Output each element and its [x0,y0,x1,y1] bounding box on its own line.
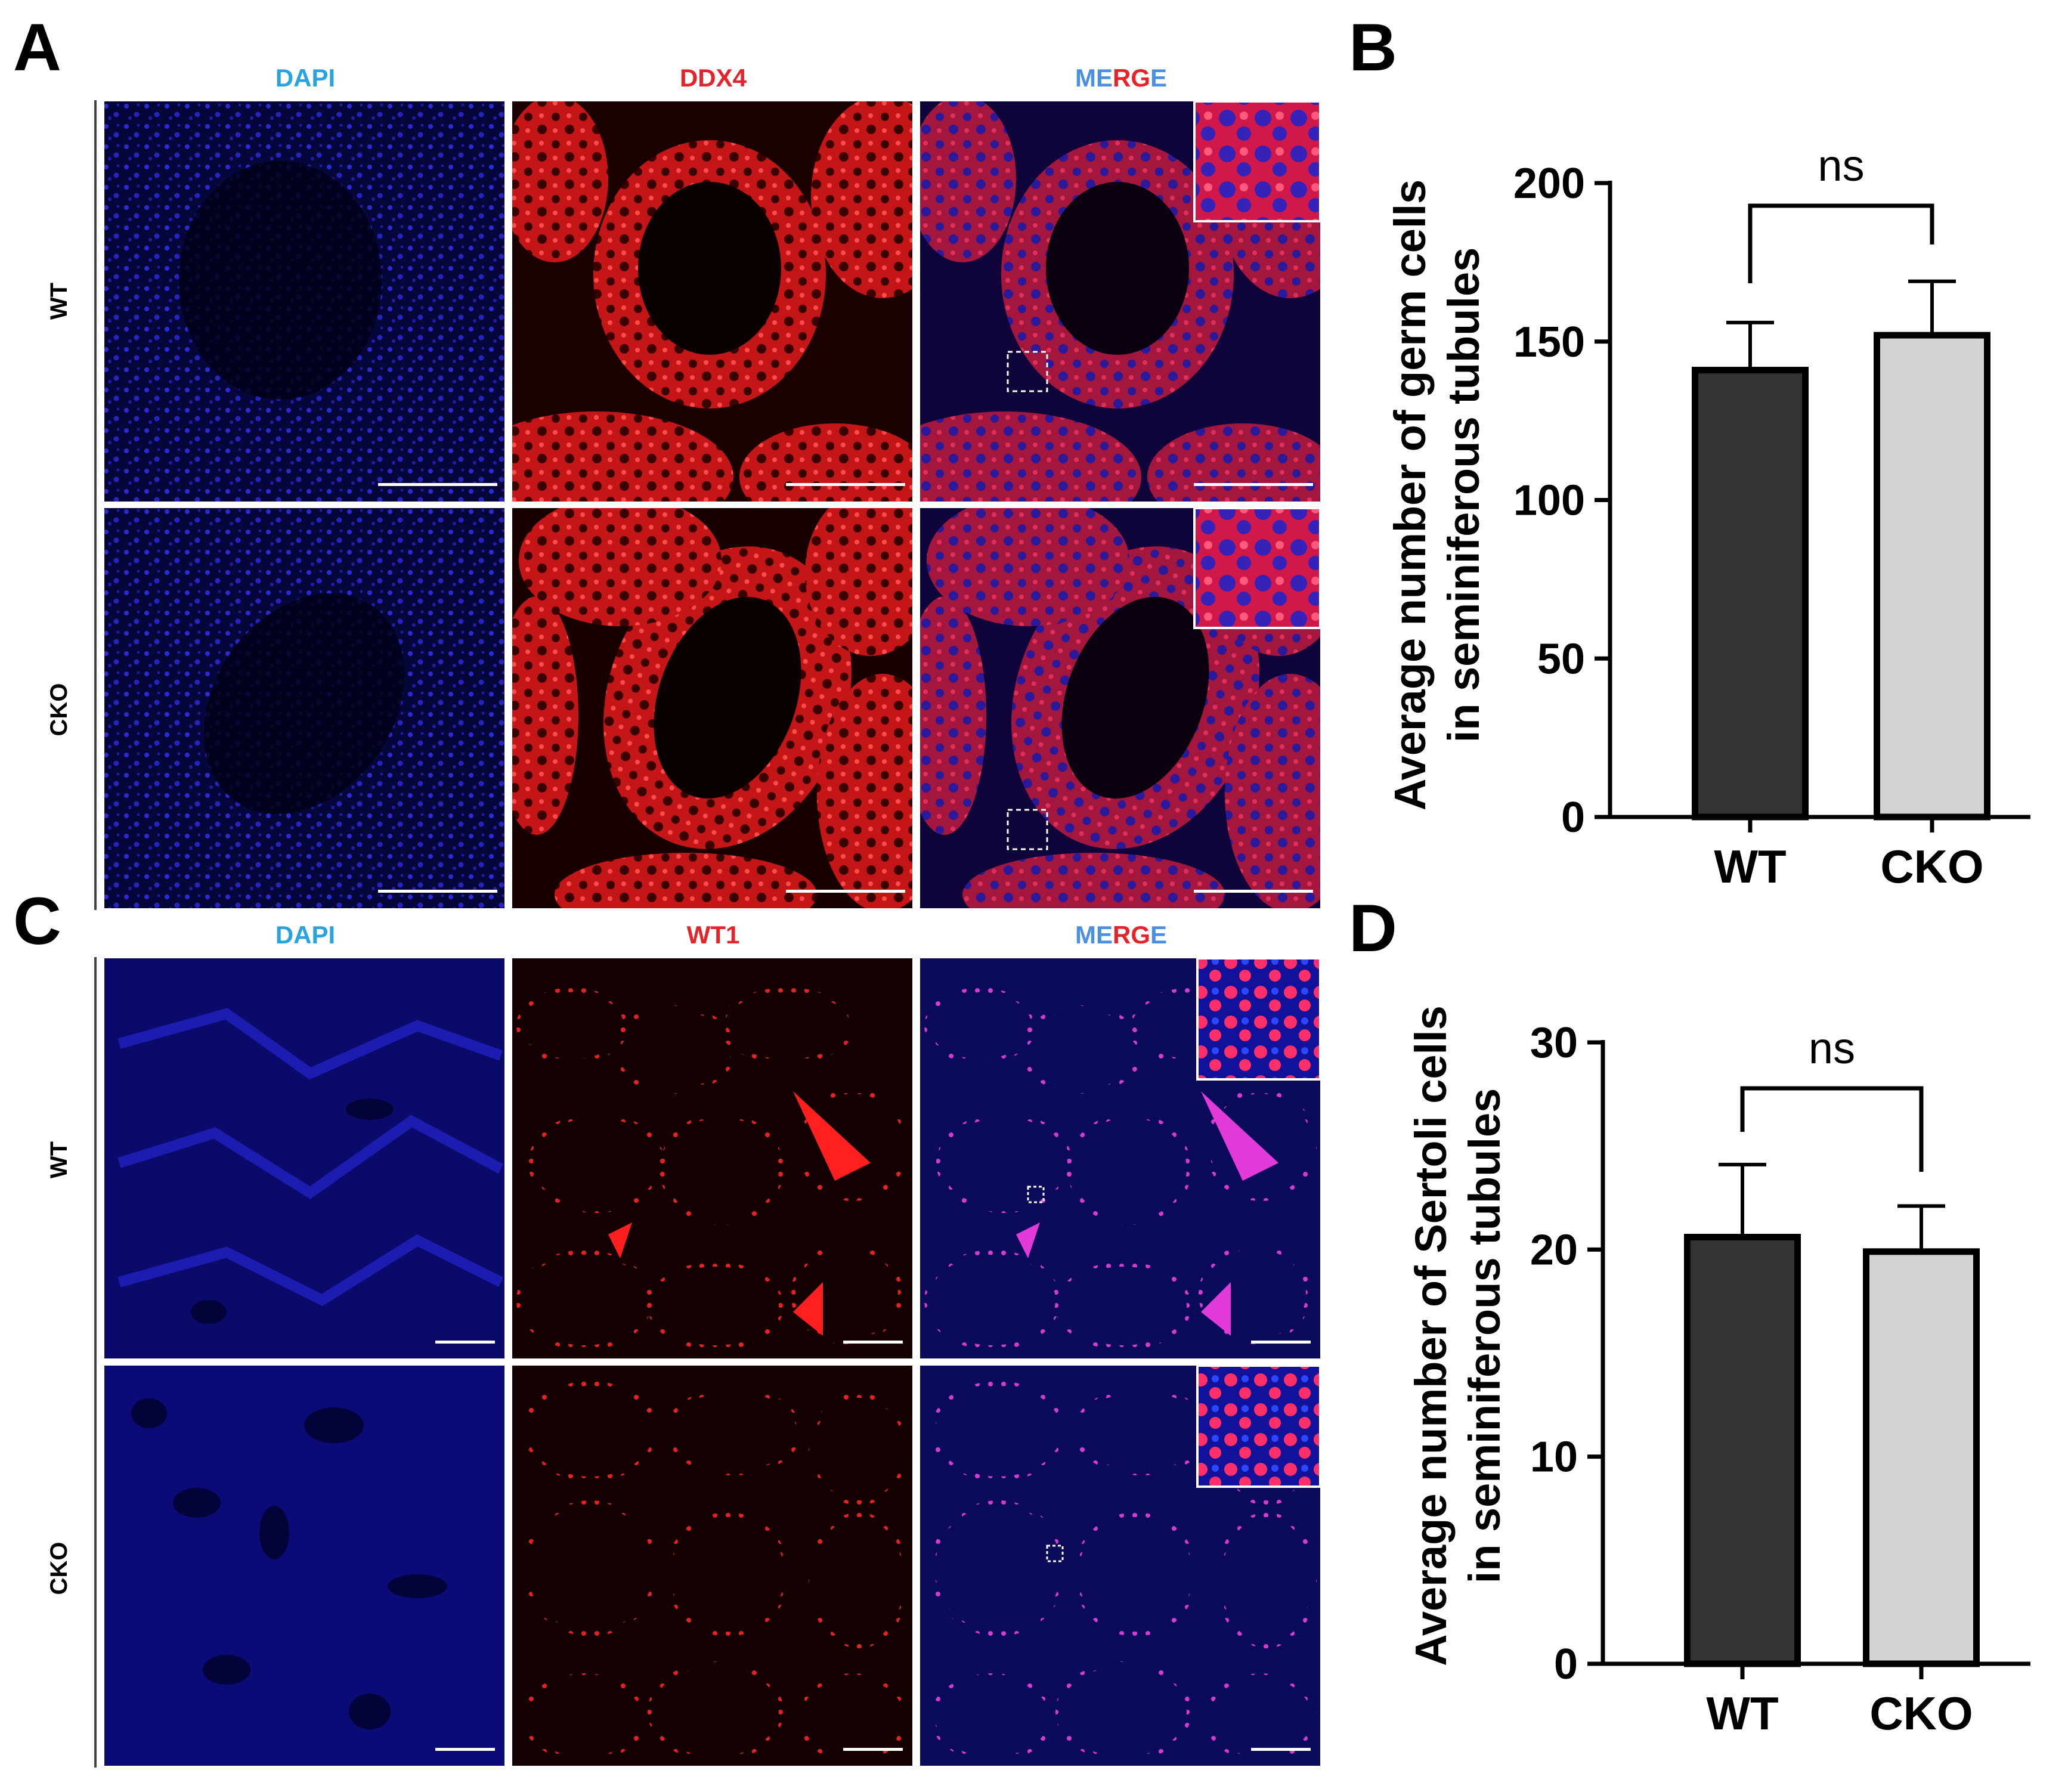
panel-d: D Average number of Sertoli cells in sem… [1349,891,2030,1740]
chart-d-ylabel-line1: Average number of Sertoli cells [1406,1005,1456,1666]
panel-a-row-wt: WT [46,283,72,320]
micrograph-c-cko-wt1 [512,1366,912,1766]
merge-letter: E [1096,921,1113,949]
panel-c-letter: C [13,884,61,958]
merge-letter: G [1131,921,1150,949]
merge-letter: R [1113,64,1131,92]
bar-wt [1684,1233,1801,1667]
x-tick-label: CKO [1880,840,1983,893]
x-tick-label: WT [1714,840,1786,893]
panel-a-col-merge: MERGE [1075,64,1167,92]
bar-cko [1863,1248,1980,1667]
panel-d-letter: D [1349,891,1397,965]
micrograph-c-cko-merge [920,1364,1321,1766]
merge-letter: E [1150,921,1167,949]
x-tick-label: CKO [1869,1687,1973,1740]
inset-a-wt [1193,101,1320,222]
micrograph-c-cko-dapi [104,1366,504,1766]
panel-c-row-wt: WT [46,1141,72,1178]
bar-wt [1692,367,1809,821]
chart-d: 0 10 20 30 WT CKO ns [1530,1019,2030,1740]
significance-label: ns [1809,1023,1855,1073]
panel-c: C DAPI WT1 MERGE WT CKO [13,884,1321,1768]
inset-a-cko [1193,508,1320,629]
inset-c-cko [1196,1364,1321,1488]
panel-a-letter: A [13,10,61,85]
chart-b-ylabel-line2: in seminiferous tubules [1439,247,1488,743]
panel-c-col-wt1: WT1 [687,921,740,949]
y-tick-label: 150 [1513,318,1585,366]
micrograph-a-cko-ddx4 [512,508,912,908]
micrograph-a-wt-ddx4 [512,101,912,502]
merge-letter: M [1075,921,1096,949]
scale-bars-c [435,1341,1311,1751]
panel-c-col-dapi: DAPI [275,921,335,949]
significance-label: ns [1818,141,1864,190]
y-tick-label: 20 [1530,1226,1578,1274]
panel-a-row-cko: CKO [46,683,72,736]
merge-letter: G [1131,64,1150,92]
y-tick-label: 0 [1561,794,1585,841]
y-tick-label: 0 [1554,1641,1578,1688]
merge-letter: E [1096,64,1113,92]
x-tick-label: WT [1706,1687,1778,1740]
merge-letter: R [1113,921,1131,949]
merge-letter: E [1150,64,1167,92]
panel-b-letter: B [1349,10,1397,85]
bar-cko [1874,332,1990,821]
merge-letter: M [1075,64,1096,92]
chart-b-ylabel-line1: Average number of germ cells [1385,179,1435,810]
micrograph-a-cko-merge [920,508,1320,908]
inset-c-wt [1196,957,1321,1081]
micrograph-c-wt-merge [920,957,1321,1358]
panel-c-col-merge: MERGE [1075,921,1167,949]
micrograph-c-wt-wt1 [512,958,912,1358]
y-tick-label: 50 [1537,635,1585,683]
scale-bars-a [378,483,1313,893]
panel-c-row-cko: CKO [46,1542,72,1595]
y-tick-label: 10 [1530,1434,1578,1481]
y-tick-label: 200 [1513,160,1585,208]
chart-d-ylabel-line2: in seminiferous tubules [1460,1088,1509,1584]
micrograph-a-cko-dapi [104,508,504,908]
panel-b: B Average number of germ cells in semini… [1349,10,2030,893]
panel-a-col-dapi: DAPI [275,64,335,92]
y-tick-label: 100 [1513,477,1585,525]
panel-a-col-ddx4: DDX4 [680,64,747,92]
chart-b: 0 50 100 150 200 WT CKO ns [1513,141,2030,893]
micrograph-a-wt-merge [920,101,1320,502]
significance-bracket [1740,1086,1924,1172]
y-tick-label: 30 [1530,1019,1578,1067]
significance-bracket [1748,203,1934,283]
micrograph-a-wt-dapi [104,101,504,502]
micrograph-c-wt-dapi [104,958,504,1358]
panel-a: A DAPI DDX4 MERGE WT CKO [13,10,1320,910]
